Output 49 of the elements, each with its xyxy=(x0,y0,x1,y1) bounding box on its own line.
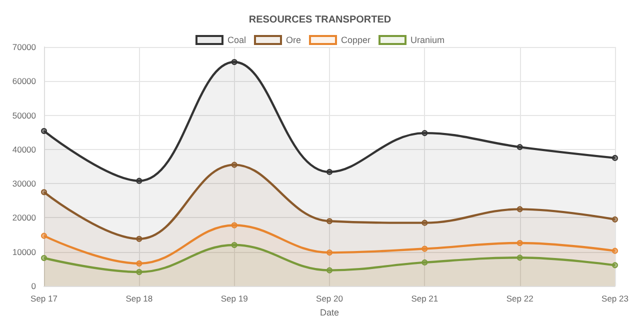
point xyxy=(516,254,523,261)
point xyxy=(231,162,238,168)
point xyxy=(41,189,47,196)
point xyxy=(422,246,428,252)
point xyxy=(136,269,142,275)
point xyxy=(136,178,142,184)
legend-label: Ore xyxy=(286,35,302,45)
legend-label: Copper xyxy=(340,35,371,45)
point xyxy=(231,222,238,228)
point xyxy=(136,260,142,266)
x-tick-label: Sep 23 xyxy=(602,294,629,304)
point xyxy=(41,255,47,261)
point xyxy=(422,130,428,136)
point xyxy=(326,218,332,224)
point xyxy=(516,206,523,212)
x-tick-label: Sep 21 xyxy=(411,294,438,304)
y-tick-label: 70000 xyxy=(12,42,36,52)
x-tick-label: Sep 18 xyxy=(126,294,153,304)
x-tick-label: Sep 19 xyxy=(220,294,248,304)
point xyxy=(326,250,332,256)
point xyxy=(516,144,523,150)
point xyxy=(41,232,47,239)
x-tick-label: Sep 17 xyxy=(30,294,58,304)
chart-title: RESOURCES TRANSPORTED xyxy=(248,14,392,26)
x-tick-label: Sep 20 xyxy=(316,294,344,304)
point xyxy=(422,259,428,266)
point xyxy=(326,168,332,175)
point xyxy=(612,216,618,222)
point xyxy=(612,154,618,161)
point xyxy=(231,242,238,248)
point xyxy=(612,262,618,268)
y-tick-label: 0 xyxy=(31,281,36,291)
point xyxy=(612,248,618,254)
point xyxy=(422,220,428,226)
y-tick-label: 40000 xyxy=(12,144,36,154)
x-tick-label: Sep 22 xyxy=(506,294,534,304)
y-tick-label: 20000 xyxy=(12,212,36,223)
point xyxy=(516,240,523,246)
point xyxy=(231,59,238,66)
legend-label: Coal xyxy=(227,35,246,45)
y-tick-label: 10000 xyxy=(12,246,36,257)
y-tick-label: 30000 xyxy=(12,178,36,189)
y-tick-label: 50000 xyxy=(12,110,36,120)
x-axis-title: Date xyxy=(320,308,340,318)
point xyxy=(326,267,332,274)
point xyxy=(41,128,47,134)
y-tick-label: 60000 xyxy=(12,76,36,86)
point xyxy=(136,236,142,242)
legend-label: Uranium xyxy=(410,35,445,45)
